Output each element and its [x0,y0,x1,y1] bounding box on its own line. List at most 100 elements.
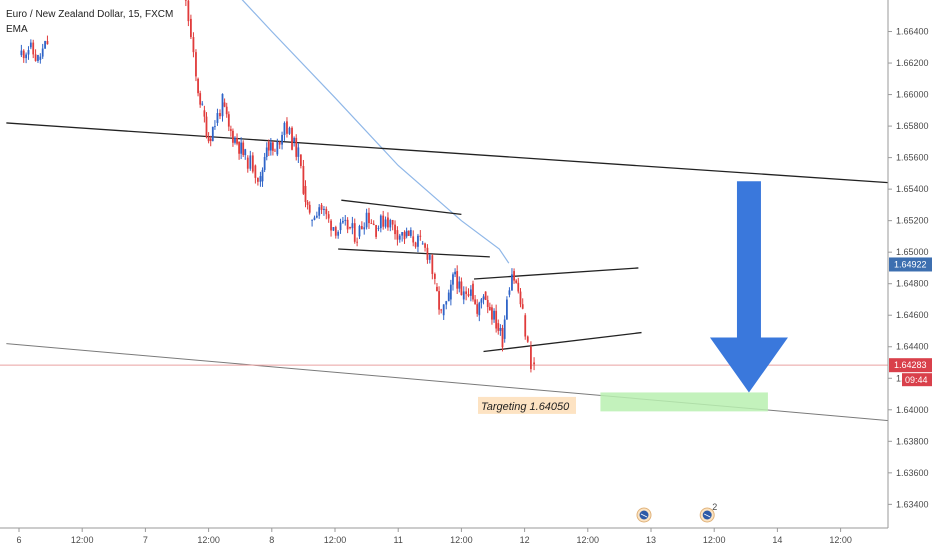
ema-layer [241,0,510,264]
x-tick-label: 14 [772,535,782,545]
down-arrow-icon[interactable] [709,181,788,393]
candle-body [320,204,323,210]
x-tick-label: 13 [646,535,656,545]
candle-body [499,327,502,331]
flag-stripe [704,513,711,518]
candle-body [291,127,293,150]
countdown-box [902,373,932,387]
candle-body [238,141,240,154]
candle-body [219,113,221,117]
candle-body [368,212,370,224]
candle-body [25,54,28,59]
candle-body [484,291,487,301]
candle-body [323,208,325,210]
candle-body [20,50,23,56]
candle-body [209,138,212,141]
price-badges: 1.64922 1.64283 09:44 [889,257,932,387]
y-tick-label: 1.66000 [896,90,929,100]
candle-body [286,121,288,134]
candle-body [445,301,448,305]
candle-body [269,142,272,151]
candle-body [452,274,454,285]
candle-body [387,217,389,228]
candle-body [44,41,46,49]
candle-body [302,166,305,194]
price-scale-background [888,0,932,550]
candle-body [334,227,337,236]
candle-body [346,219,349,230]
candle-body [431,255,434,274]
x-tick-label: 12:00 [71,535,94,545]
y-tick-label: 1.65000 [896,247,929,257]
upper-long-line[interactable] [6,122,892,184]
x-tick-label: 8 [269,535,274,545]
candle-body [474,299,476,305]
candle-body [382,215,385,227]
candle-body [205,116,208,138]
candle-body [356,241,359,243]
candle-body [436,286,438,292]
y-tick-label: 1.65400 [896,184,929,194]
candle-body [246,157,249,169]
x-tick-label: 12:00 [703,535,726,545]
x-tick-label: 12 [520,535,530,545]
candle-body [211,126,214,141]
candle-body [39,56,42,60]
candle-body [478,302,481,316]
target-zone[interactable] [600,392,768,412]
candle-body [234,137,236,143]
pattern-line-3[interactable] [473,267,639,280]
indicator-legend[interactable]: EMA [6,24,28,35]
candle-body [281,134,283,145]
candle-body [272,142,274,151]
y-tick-label: 1.63600 [896,468,929,478]
candle-body [426,247,429,260]
candle-body [530,346,532,370]
candle-body [195,52,197,77]
candle-body [462,291,465,300]
candle-body [299,154,302,167]
candle-body [412,236,415,243]
candle-body [460,281,463,296]
candle-body [458,281,461,289]
candle-body [251,155,254,172]
y-tick-label: 1.65600 [896,153,929,163]
candle-body [428,255,431,260]
y-tick-label: 1.64600 [896,310,929,320]
annotation-layer[interactable]: Targeting 1.64050 [478,181,788,414]
time-scale-background [0,528,932,550]
candle-body [214,126,216,128]
candle-body [358,226,361,237]
candle-body [503,319,506,339]
pattern-line-4[interactable] [483,331,642,353]
countdown-timer: 09:44 [905,375,928,385]
candle-body [41,48,44,57]
candle-body [325,208,328,215]
chart-title: Euro / New Zealand Dollar, 15, FXCM [6,9,173,20]
event-count: 2 [712,502,717,512]
candle-body [223,102,226,107]
candle-body [184,0,187,1]
candle-body [360,226,363,230]
pattern-line-1[interactable] [341,199,462,215]
time-scale[interactable]: 6 12:00 7 12:00 8 12:00 11 12:00 12 12:00 13 12:00 1… [16,528,852,545]
candle-body [327,214,330,219]
candle-body [417,235,419,247]
candle-body [274,150,276,152]
y-tick-label: 1.65200 [896,216,929,226]
candle-body [34,54,37,61]
candle-body [517,282,520,292]
candle-body [32,42,35,55]
pattern-line-2[interactable] [338,248,490,258]
candle-body [391,219,394,225]
candle-body [421,243,424,245]
candle-body [424,243,426,248]
candle-body [353,223,356,242]
candle-body [389,219,392,228]
event-markers[interactable]: 2 [636,502,717,523]
candle-body [521,304,524,309]
x-tick-label: 11 [394,535,403,545]
candle-body [488,306,491,311]
candle-body [311,219,313,221]
